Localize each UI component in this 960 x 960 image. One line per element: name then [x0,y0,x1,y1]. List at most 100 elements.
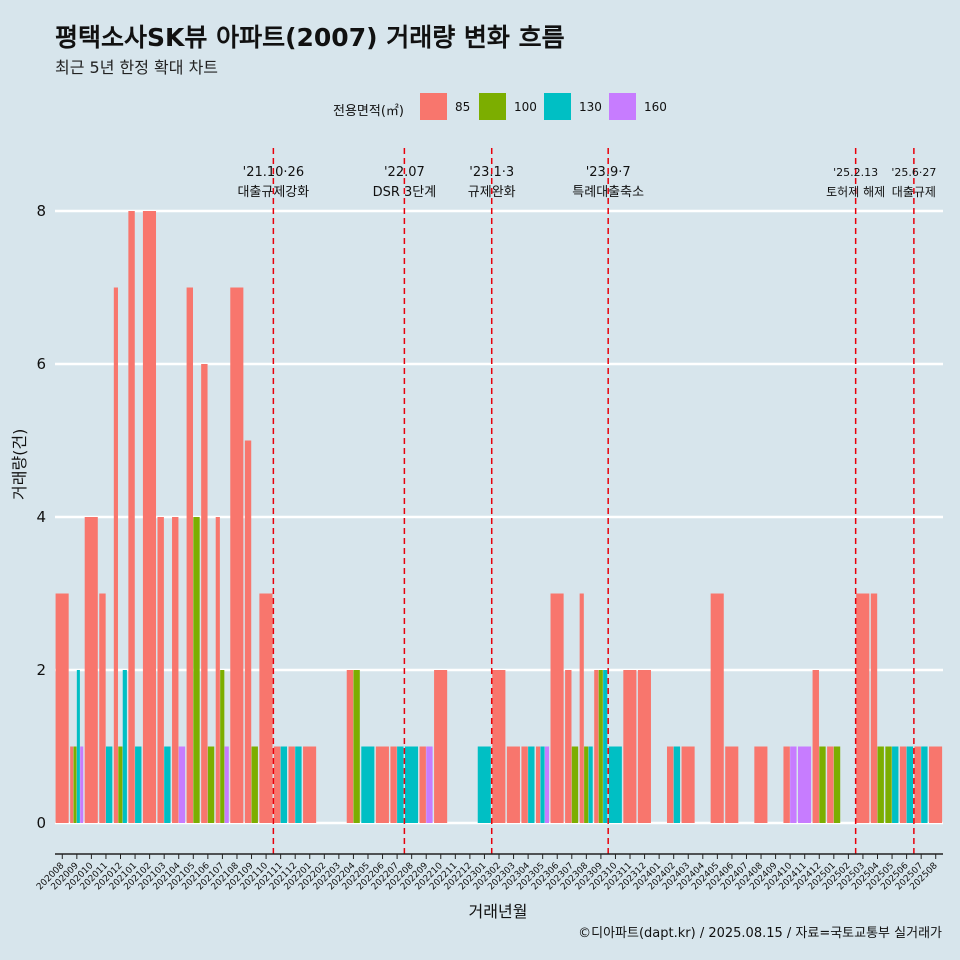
bar-202305-130 [540,746,545,823]
x-axis: 2020082020092020102020112020122021012021… [35,853,943,892]
bar-202506-85 [899,746,907,823]
bar-202107-160 [224,746,229,823]
bar-202505-100 [885,746,892,823]
legend-swatch-130 [544,93,571,120]
bar-202307-85 [565,670,572,823]
bar-202501-85 [827,746,834,823]
event-label-5: 대출규제 [892,185,936,199]
bar-202207-130 [397,746,404,823]
bar-202504-100 [877,746,884,823]
bars [55,211,943,823]
bar-202111-130 [280,746,288,823]
bar-202209-85 [419,746,426,823]
bar-202012-85 [113,287,118,823]
bar-202507-85 [914,746,921,823]
event-date-1: '22.07 [384,165,425,180]
y-axis-label: 거래량(건) [10,428,29,500]
bar-202402-130 [673,746,681,823]
bar-202405-85 [710,593,724,823]
event-date-0: '21.10·26 [243,165,304,180]
bar-202107-85 [215,517,220,823]
bar-202507-130 [921,746,928,823]
x-axis-label: 거래년월 [468,902,528,921]
bar-202103-130 [164,746,171,823]
bar-202411-160 [798,746,812,823]
bar-202110-85 [259,593,273,823]
bar-202201-85 [303,746,317,823]
bar-202106-100 [207,746,215,823]
bar-202311-85 [623,670,637,823]
bar-202205-130 [361,746,375,823]
bar-202101-130 [135,746,142,823]
bar-202210-85 [434,670,448,823]
legend-label-160: 160 [644,100,667,114]
bar-202104-85 [172,517,179,823]
bar-202301-130 [477,746,491,823]
bar-202103-85 [157,517,164,823]
event-date-4: '25.2.13 [833,166,878,179]
bar-202106-85 [201,364,208,823]
bar-202408-85 [754,746,768,823]
bar-202304-130 [528,746,535,823]
bar-202403-85 [681,746,695,823]
bar-202204-100 [353,670,360,823]
bar-202309-85 [594,670,599,823]
bar-202009-160 [80,746,84,823]
bar-202302-85 [492,670,506,823]
bar-202011-130 [105,746,113,823]
bar-202304-85 [521,746,528,823]
event-lines: '21.10·26 대출규제강화 '22.07 DSR 3단계 '23.1·3 규제완화 '… [237,148,936,855]
bar-202508-85 [929,746,943,823]
y-tick-label-0: 0 [36,814,46,832]
event-label-0: 대출규제강화 [237,185,309,200]
legend-swatch-85 [420,93,447,120]
bar-202012-130 [122,670,127,823]
bar-202506-130 [906,746,914,823]
bar-202104-160 [178,746,186,823]
event-date-2: '23.1·3 [469,165,514,180]
bar-202012-100 [118,746,123,823]
bar-202504-85 [870,593,878,823]
event-label-1: DSR 3단계 [373,185,437,200]
bar-202207-85 [390,746,397,823]
legend-label-130: 130 [579,100,602,114]
bar-202402-85 [666,746,674,823]
bar-202412-85 [812,670,819,823]
bar-202111-85 [273,746,281,823]
bar-202009-130 [76,670,80,823]
bar-202105-85 [186,287,193,823]
bar-202109-100 [251,746,258,823]
bar-202309-100 [598,670,603,823]
bar-202309-130 [603,670,608,823]
source-caption: ©디아파트(dapt.kr) / 2025.08.15 / 자료=국토교통부 실… [578,926,942,941]
legend-label-100: 100 [514,100,537,114]
event-date-5: '25.6·27 [891,166,936,179]
legend-label-85: 85 [455,100,471,114]
bar-202410-160 [790,746,797,823]
bar-202305-85 [535,746,541,823]
y-tick-label-2: 2 [36,661,46,679]
bar-202102-85 [142,211,157,823]
bar-202501-100 [833,746,841,823]
bar-202101-85 [128,211,135,823]
bar-202109-85 [244,440,252,823]
bar-202306-85 [550,593,564,823]
chart-subtitle: 최근 5년 한정 확대 차트 [55,58,219,77]
legend-title: 전용면적(㎡) [333,104,404,119]
event-label-4: 토허제 해제 [826,185,885,199]
bar-202010-85 [84,517,98,823]
event-date-3: '23.9·7 [586,165,631,180]
bar-202112-85 [288,746,295,823]
y-tick-label-4: 4 [36,508,46,526]
bar-202108-85 [230,287,244,823]
bar-202308-100 [584,746,589,823]
bar-202008-85 [55,593,69,823]
bar-202204-85 [346,670,354,823]
bar-202505-130 [892,746,899,823]
bar-202105-100 [193,517,200,823]
bar-202112-130 [295,746,302,823]
event-label-3: 특례대출축소 [572,185,644,200]
bar-202011-85 [99,593,106,823]
bar-202305-160 [544,746,550,823]
